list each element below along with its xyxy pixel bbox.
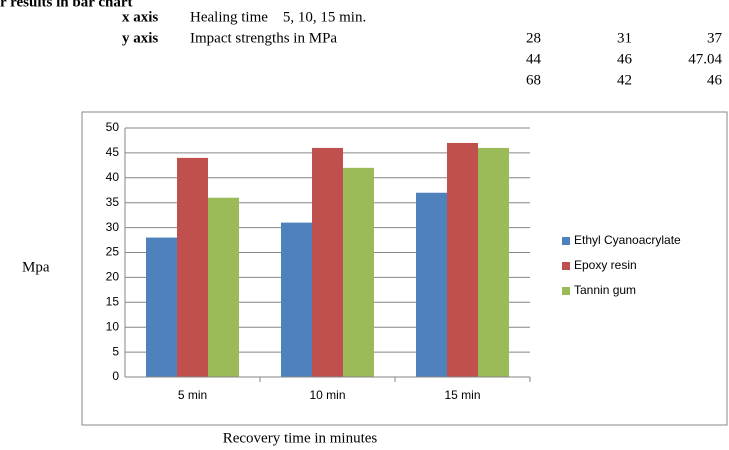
y-tick-label: 5 [112, 344, 119, 358]
x-axis-label: Recovery time in minutes [223, 430, 378, 446]
bar [146, 237, 177, 377]
y-tick-label: 25 [106, 245, 120, 259]
y-tick-label: 20 [106, 270, 120, 284]
bar [312, 147, 343, 377]
x-tick-label: 10 min [309, 388, 345, 402]
x-tick-label: 5 min [178, 388, 207, 402]
axis-desc: Healing time 5, 10, 15 min. [190, 9, 366, 25]
bar [281, 222, 312, 377]
bar [478, 147, 509, 377]
bar [177, 157, 208, 377]
y-axis-label: Mpa [22, 259, 50, 275]
y-tick-label: 10 [106, 319, 120, 333]
table-cell: 46 [617, 51, 633, 67]
bar [416, 192, 447, 377]
table-cell: 31 [617, 30, 632, 46]
table-cell: 28 [526, 30, 541, 46]
legend-label: Tannin gum [574, 283, 636, 297]
axis-desc: Impact strengths in MPa [190, 30, 337, 46]
y-tick-label: 15 [106, 294, 120, 308]
axis-key: x axis [122, 9, 158, 25]
bar [343, 167, 374, 377]
bar [447, 142, 478, 377]
table-cell: 44 [526, 51, 542, 67]
y-tick-label: 35 [106, 195, 120, 209]
table-cell: 68 [526, 72, 541, 88]
bar [208, 197, 239, 377]
y-tick-label: 0 [112, 369, 119, 383]
heading: r results in bar chart [0, 0, 133, 10]
y-tick-label: 30 [106, 220, 120, 234]
table-cell: 46 [707, 72, 723, 88]
legend-label: Epoxy resin [574, 258, 637, 272]
y-tick-label: 45 [106, 145, 120, 159]
legend-swatch [562, 237, 570, 245]
table-cell: 42 [617, 72, 632, 88]
chart-frame [81, 111, 728, 426]
legend-swatch [562, 262, 570, 270]
table-cell: 37 [707, 30, 723, 46]
y-tick-label: 40 [106, 170, 120, 184]
axis-key: y axis [122, 30, 158, 46]
x-tick-label: 15 min [444, 388, 480, 402]
table-cell: 47.04 [688, 51, 722, 67]
legend-swatch [562, 287, 570, 295]
y-tick-label: 50 [106, 120, 120, 134]
legend-label: Ethyl Cyanoacrylate [574, 233, 681, 247]
